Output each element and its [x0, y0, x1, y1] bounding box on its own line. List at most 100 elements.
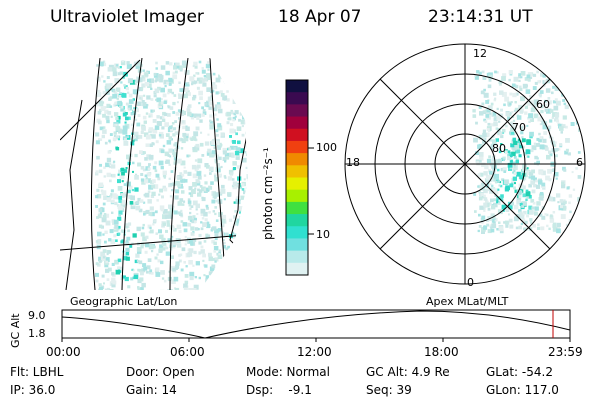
image-pixel — [543, 84, 546, 87]
image-pixel — [207, 236, 210, 239]
image-pixel — [207, 133, 210, 136]
image-pixel — [155, 267, 160, 272]
image-pixel — [148, 154, 154, 160]
image-pixel — [126, 154, 131, 160]
image-pixel — [117, 258, 122, 263]
image-pixel — [533, 99, 539, 105]
image-pixel — [229, 172, 234, 176]
image-pixel — [490, 102, 494, 106]
image-pixel — [560, 74, 565, 79]
image-pixel — [475, 121, 478, 125]
image-pixel — [499, 184, 503, 188]
image-pixel — [474, 74, 477, 77]
image-pixel — [211, 140, 216, 145]
image-pixel — [117, 186, 123, 191]
image-pixel — [237, 99, 242, 105]
image-pixel — [478, 196, 483, 201]
image-pixel — [183, 228, 188, 233]
image-pixel — [105, 88, 110, 93]
image-pixel — [166, 220, 170, 224]
image-pixel — [124, 121, 127, 124]
image-pixel — [242, 81, 246, 84]
image-pixel — [547, 128, 551, 131]
image-pixel — [162, 185, 166, 190]
image-pixel — [168, 177, 171, 180]
image-pixel — [536, 160, 540, 165]
image-pixel — [487, 122, 491, 126]
image-pixel — [534, 155, 538, 160]
image-pixel — [121, 199, 127, 205]
image-pixel — [545, 175, 550, 181]
image-pixel — [519, 203, 523, 206]
image-pixel — [515, 226, 519, 230]
image-pixel — [129, 244, 133, 248]
image-pixel — [176, 101, 179, 104]
image-pixel — [151, 191, 156, 196]
image-pixel — [184, 274, 189, 278]
image-pixel — [483, 88, 486, 92]
image-pixel — [491, 205, 496, 210]
image-pixel — [529, 218, 533, 222]
meridian-line — [209, 58, 225, 261]
image-pixel — [241, 96, 246, 100]
image-pixel — [143, 266, 148, 271]
image-pixel — [539, 136, 543, 140]
image-pixel — [247, 196, 248, 202]
image-pixel — [194, 227, 199, 231]
image-pixel — [101, 101, 105, 104]
image-pixel — [113, 103, 117, 107]
colorbar-swatch — [286, 177, 308, 191]
image-pixel — [106, 103, 111, 108]
image-pixel — [172, 101, 176, 106]
image-pixel — [190, 242, 194, 246]
image-pixel — [229, 128, 235, 134]
image-pixel — [127, 104, 132, 109]
image-pixel — [502, 156, 506, 161]
image-pixel — [238, 100, 244, 105]
image-pixel — [173, 94, 177, 97]
image-pixel — [570, 71, 573, 75]
image-pixel — [494, 97, 497, 100]
image-pixel — [215, 129, 219, 133]
image-pixel — [194, 187, 197, 190]
image-pixel — [145, 112, 149, 115]
image-pixel — [560, 214, 566, 219]
image-pixel — [485, 200, 489, 205]
image-pixel — [213, 107, 218, 112]
image-pixel — [239, 69, 244, 74]
image-pixel — [123, 256, 128, 261]
image-pixel — [523, 172, 528, 178]
image-pixel — [187, 111, 192, 117]
colorbar-swatch — [286, 226, 308, 239]
image-pixel — [145, 242, 150, 248]
image-pixel — [124, 137, 127, 141]
image-pixel — [489, 182, 492, 186]
image-pixel — [501, 204, 507, 210]
image-pixel — [549, 70, 553, 74]
image-pixel — [167, 113, 171, 117]
image-pixel — [245, 166, 248, 169]
image-pixel — [196, 213, 199, 215]
image-pixel — [245, 93, 248, 98]
image-pixel — [238, 118, 241, 122]
image-pixel — [538, 138, 542, 143]
image-pixel — [117, 115, 121, 120]
image-pixel — [152, 119, 157, 123]
image-pixel — [214, 113, 217, 116]
image-pixel — [505, 208, 510, 212]
image-pixel — [183, 136, 189, 142]
image-pixel — [247, 68, 248, 74]
image-pixel — [472, 114, 477, 118]
image-pixel — [113, 131, 117, 135]
image-pixel — [216, 102, 221, 106]
image-pixel — [104, 230, 108, 234]
image-pixel — [224, 160, 227, 163]
image-pixel — [145, 143, 150, 147]
image-pixel — [136, 200, 140, 205]
image-pixel — [216, 118, 219, 121]
image-pixel — [513, 204, 519, 210]
colorbar-swatch — [286, 262, 308, 276]
image-pixel — [130, 195, 135, 201]
image-pixel — [493, 178, 496, 182]
image-pixel — [533, 177, 537, 182]
